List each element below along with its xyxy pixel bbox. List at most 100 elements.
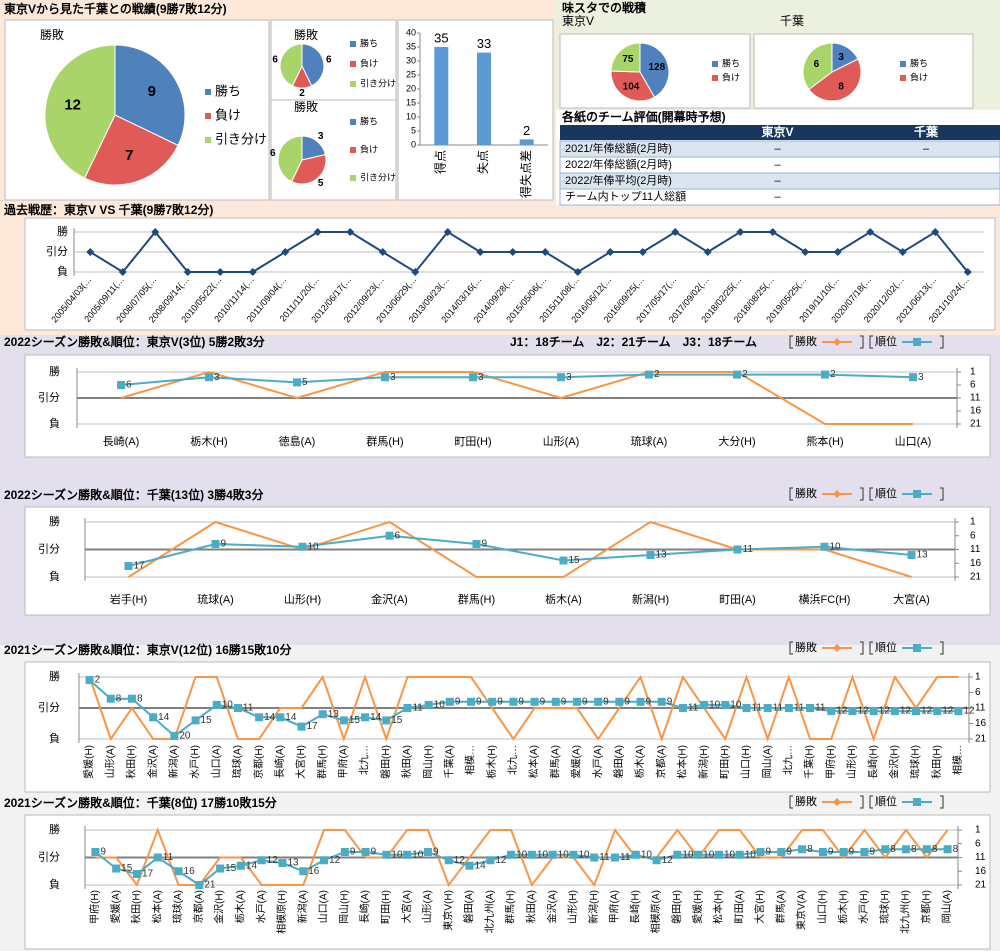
legend-label: 引き分け [215,131,267,146]
point [127,694,136,703]
x-tick-label: 水戸(A) [592,745,604,778]
x-tick-label: 京都(A) [654,745,667,778]
point [183,268,192,276]
data-label: 14 [475,860,487,871]
data-label: 17 [307,721,319,732]
point [276,713,285,722]
data-label: 9 [433,847,439,858]
point [195,881,204,889]
point [615,697,624,706]
pie-slice [279,43,303,87]
point [488,697,497,706]
bar [519,139,534,145]
point [339,716,348,725]
point [257,856,266,865]
data-label: 7 [125,147,133,164]
point [132,870,141,878]
legend-swatch [205,89,211,95]
x-tick-label: 松本(H) [712,890,725,924]
legend-swatch [900,61,906,67]
data-label: 9 [766,847,772,858]
point [645,370,653,379]
series-line [127,520,912,578]
table-cell: – [774,143,781,155]
x-tick-label: 群馬(A) [774,890,787,923]
x-tick-label: 北九州(H) [900,890,912,934]
data-label: 8 [890,844,896,855]
data-label: 15 [225,863,237,874]
data-label: 8 [838,81,844,92]
data-label: 14 [285,712,297,723]
x-tick-label: 磐田(A) [462,890,475,923]
data-label: 3 [214,372,220,383]
point [638,248,647,256]
x-tick-label: 琉球(A) [231,745,244,778]
table-title: 各紙のチーム評価(開幕時予想) [561,109,726,124]
x-tick-label: 秋田(A) [525,890,538,923]
x-tick-label: 熊本(H) [806,434,843,448]
point [869,707,878,716]
legend-bracket [860,487,864,501]
point [340,848,349,856]
table-cell: – [774,191,781,203]
x-tick-label: 琉球(H) [878,890,891,924]
data-label: 2 [830,369,836,380]
data-label: 11 [688,703,699,714]
y-tick-label: 負 [49,417,60,430]
data-label: 6 [272,55,278,66]
chart-title: 2022シーズン勝敗&順位：東京V(3位) 5勝2敗3分 [4,334,265,349]
data-label: 3 [918,372,924,383]
data-label: 13 [287,858,299,869]
point [631,850,640,859]
data-label: 12 [495,855,507,866]
x-tick-label: 山形(H) [284,593,321,606]
y2-tick-label: 6 [970,380,976,391]
point [890,707,899,716]
data-label: 16 [308,866,320,877]
point [382,850,391,859]
legend-label: 負け [722,71,740,82]
point [909,373,917,382]
point [898,248,907,256]
data-label: 9 [148,83,156,100]
data-label: 10 [558,849,570,860]
legend-swatch [205,137,211,143]
data-label: 9 [482,539,488,550]
y-tick-label: 引分 [38,390,60,404]
data-label: 8 [953,844,959,855]
point [827,707,836,716]
point [211,540,220,548]
point [233,704,242,712]
x-tick-label: 山形(A) [422,890,434,923]
x-tick-label: 秋田(H) [130,890,143,924]
legend-marker [833,338,841,346]
x-tick-label: 愛媛(A) [570,745,583,778]
data-label: 3 [318,131,324,142]
data-label: 9 [582,696,588,707]
data-label: 35 [434,30,448,45]
data-label: 15 [349,715,361,726]
point [721,700,730,709]
point [91,848,100,856]
point [573,268,582,276]
legend-label: 順位 [875,334,897,348]
x-tick-label: 町田(H) [381,890,392,924]
data-label: 6 [126,380,132,391]
legend-swatch [350,147,356,153]
point [714,850,723,859]
data-label: 9 [849,847,855,858]
point [652,856,661,865]
data-label: 13 [328,709,340,720]
table-cell: – [774,175,781,187]
point [298,542,307,551]
y2-tick-label: 6 [970,530,976,541]
point [671,228,680,236]
data-label: 14 [158,712,170,723]
legend-bracket [789,641,793,655]
point [860,848,869,856]
data-label: 2 [299,88,305,99]
x-tick-label: 相模原(H) [275,890,288,934]
y2-tick-label: 11 [975,703,986,714]
pie-slice [114,44,186,147]
x-tick-label: 山口(H) [817,890,829,924]
